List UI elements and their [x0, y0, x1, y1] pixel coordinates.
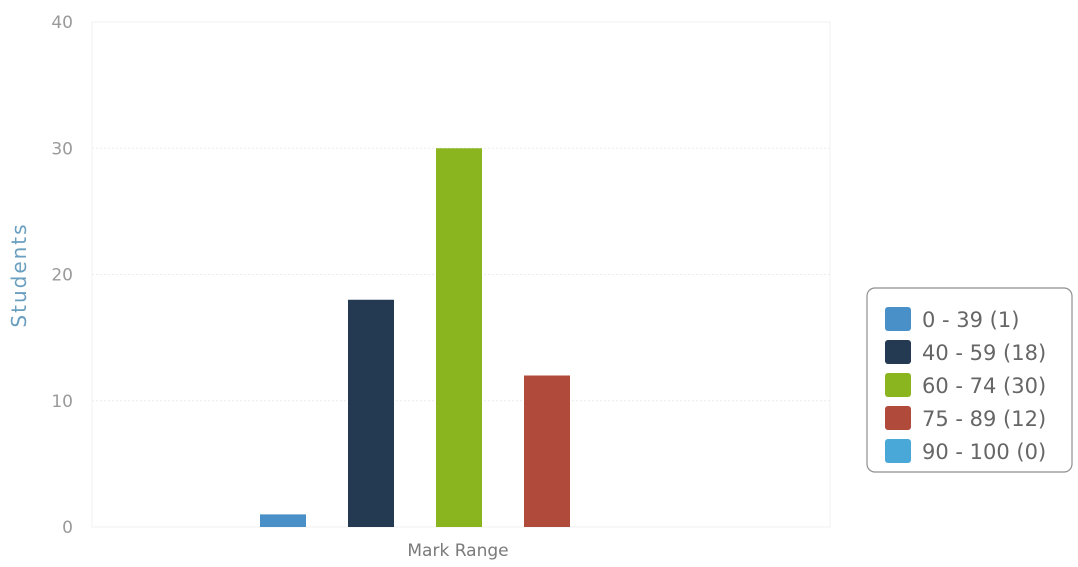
bar-3[interactable] — [436, 148, 482, 527]
bar-2[interactable] — [348, 299, 394, 527]
legend-swatch — [885, 406, 911, 430]
legend-label: 75 - 89 (12) — [922, 407, 1046, 431]
legend-swatch — [885, 439, 911, 463]
legend-label: 40 - 59 (18) — [922, 341, 1046, 365]
bars — [260, 148, 570, 527]
legend-label: 0 - 39 (1) — [922, 308, 1019, 332]
legend-item[interactable]: 90 - 100 (0) — [885, 439, 1046, 464]
legend-swatch — [885, 340, 911, 364]
legend-label: 60 - 74 (30) — [922, 374, 1046, 398]
y-tick-label: 40 — [51, 13, 73, 33]
legend-item[interactable]: 60 - 74 (30) — [885, 373, 1046, 398]
bar-1[interactable] — [260, 514, 306, 527]
y-axis-title: Students — [7, 222, 31, 327]
legend: 0 - 39 (1) 40 - 59 (18) 60 - 74 (30) 75 - 8… — [866, 287, 1073, 473]
bar-4[interactable] — [524, 375, 570, 528]
legend-item[interactable]: 40 - 59 (18) — [885, 340, 1046, 365]
x-axis-title: Mark Range — [407, 541, 508, 561]
legend-swatch — [885, 373, 911, 397]
y-tick-labels: 0 10 20 30 40 — [51, 13, 73, 538]
legend-swatch — [885, 307, 911, 331]
y-tick-label: 20 — [51, 266, 73, 286]
y-tick-label: 0 — [62, 518, 73, 538]
legend-item[interactable]: 0 - 39 (1) — [885, 307, 1019, 332]
legend-item[interactable]: 75 - 89 (12) — [885, 406, 1046, 431]
legend-label: 90 - 100 (0) — [922, 440, 1046, 464]
y-tick-label: 30 — [51, 139, 73, 159]
y-tick-label: 10 — [51, 392, 73, 412]
legend-box — [866, 287, 1073, 473]
